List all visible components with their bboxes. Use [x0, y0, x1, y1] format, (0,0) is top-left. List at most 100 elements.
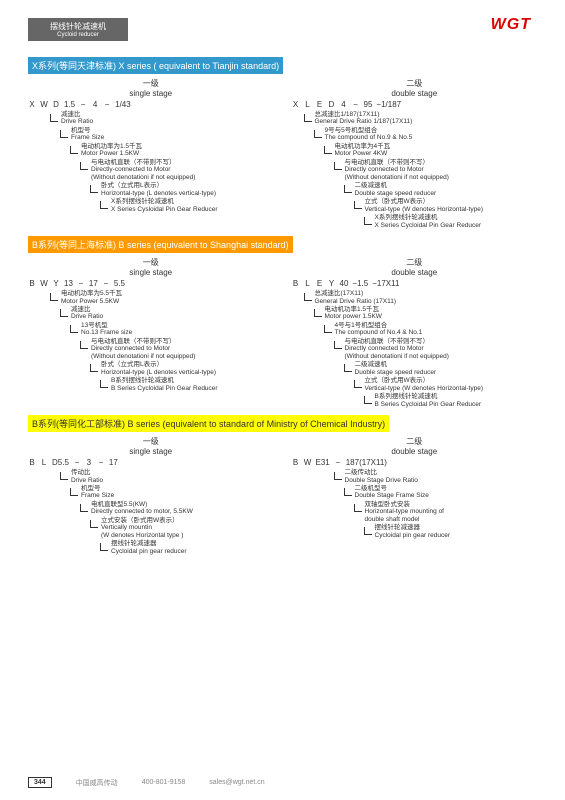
section-heading: X系列(等同天津标准) X series ( equivalent to Tia… [28, 57, 283, 74]
breakdown-item: X系列摆线针轮减速机X Series Cysloidal Pin Gear Re… [100, 198, 274, 213]
code-segment: −1.5 [352, 279, 368, 288]
item-text: 与电动机直联（不带则不写）Directly-connected to Motor… [91, 159, 195, 181]
breakdown-item: 卧式（立式用L表示）Horizontal-type (L denotes ver… [90, 182, 274, 197]
breakdown-item: 电动机功率为5.5千瓦Motor Power 5.5KW [50, 290, 274, 305]
breakdown-item: 与电动机直联（不带则不写）Directly connected to Motor… [334, 159, 538, 181]
code-segment: −17X11 [372, 279, 399, 288]
item-text: 减速比Drive Ratio [61, 111, 93, 126]
item-text: 与电动机直联（不带则不写）Directly connected to Motor… [345, 159, 449, 181]
breakdown-item: 电动机功率为4千瓦Motor Power 4KW [324, 143, 538, 158]
single-stage-col: 一级single stageBWY13−17−5.5电动机功率为5.5千瓦Mot… [28, 257, 274, 409]
code-segment: E [316, 279, 324, 288]
single-stage-col: 一级single stageBLD5.5−3−17传动比Drive Ratio机… [28, 436, 274, 556]
bracket-line [304, 114, 312, 122]
breakdown-item: 9号与5号机型组合The compound of No.9 & No.5 [314, 127, 538, 142]
bracket-line [364, 396, 372, 404]
footer: 344 中国威高传动 400-801-9158 sales@wgt.net.cn [28, 777, 537, 788]
breakdown-item: 二级减速机Duoble stage speed reducer [344, 361, 538, 376]
breakdown-item: 二级传动比Double Stage Drive Ratio [334, 469, 538, 484]
breakdown-item: 机型号Frame Size [60, 127, 274, 142]
item-text: 减速比Drive Ratio [71, 306, 103, 321]
code-segment: 1.5 [64, 100, 75, 109]
item-text: 13号机型No.13 Frame size [81, 322, 132, 337]
item-text: 传动比Drive Ratio [71, 469, 103, 484]
bracket-line [50, 114, 58, 122]
bracket-line [90, 364, 98, 372]
item-text: 机型号Frame Size [71, 127, 104, 142]
code-segment: B [28, 458, 36, 467]
item-text: 卧式（立式用L表示）Horizontal-type (L denotes ver… [101, 361, 216, 376]
code-segment: D [328, 100, 336, 109]
code-segment: Y [328, 279, 336, 288]
breakdown-item: 立式安装（卧式用W表示）Vertically mountin(W denotes… [90, 517, 274, 539]
bracket-line [50, 293, 58, 301]
item-text: 电动机功率为5.5千瓦Motor Power 5.5KW [61, 290, 122, 305]
code-row: BWE31−187(17X11) [292, 458, 538, 467]
breakdown-lines: 传动比Drive Ratio机型号Frame Size电机直联型5.5(KW)D… [36, 469, 274, 555]
code-segment: 187(17X11) [346, 458, 387, 467]
code-segment: −1/187 [376, 100, 401, 109]
item-text: 立式安装（卧式用W表示）Vertically mountin(W denotes… [101, 517, 183, 539]
breakdown-item: 传动比Drive Ratio [60, 469, 274, 484]
code-row: BLEY40−1.5−17X11 [292, 279, 538, 288]
code-row: XWD1.5−4−1/43 [28, 100, 274, 109]
bracket-line [70, 325, 78, 333]
item-text: 二级减速机Duoble stage speed reducer [355, 361, 437, 376]
bracket-line [80, 341, 88, 349]
item-text: 摆线针轮减速器Cycloidal pin gear reducer [375, 524, 451, 539]
breakdown-item: 二级机型号Double Stage Frame Size [344, 485, 538, 500]
bracket-line [344, 364, 352, 372]
code-segment: 95 [364, 100, 373, 109]
bracket-line [314, 309, 322, 317]
double-stage-col: 二级double stageBWE31−187(17X11)二级传动比Doubl… [292, 436, 538, 556]
item-text: 与电动机直联（不带则不写）Directly connected to Motor… [345, 338, 449, 360]
bracket-line [100, 380, 108, 388]
breakdown-item: 机型号Frame Size [70, 485, 274, 500]
code-segment: − [103, 100, 111, 109]
bracket-line [334, 341, 342, 349]
bracket-line [354, 201, 362, 209]
item-text: 电动机功率为4千瓦Motor Power 4KW [335, 143, 391, 158]
section: B系列(等同化工部标准) B series (equivalent to sta… [28, 409, 537, 556]
bracket-line [100, 543, 108, 551]
code-row: BLD5.5−3−17 [28, 458, 274, 467]
breakdown-item: 双轴型卧式安装Horizontal-type mounting ofdouble… [354, 501, 538, 523]
code-segment: − [352, 100, 360, 109]
bracket-line [70, 146, 78, 154]
code-segment: − [79, 100, 87, 109]
item-text: 二级传动比Double Stage Drive Ratio [345, 469, 418, 484]
code-segment: W [40, 100, 48, 109]
section-heading: B系列(等同上海标准) B series (equivalent to Shan… [28, 236, 293, 253]
section: B系列(等同上海标准) B series (equivalent to Shan… [28, 230, 537, 409]
item-text: 电动机功率为1.5千瓦Motor Power 1.5KW [81, 143, 142, 158]
code-segment: − [77, 279, 85, 288]
item-text: 与电动机直联（不带则不写）Directly connected to Motor… [91, 338, 195, 360]
code-segment: L [304, 279, 312, 288]
breakdown-item: 减速比Drive Ratio [60, 306, 274, 321]
header-en: Cycloid reducer [36, 32, 120, 38]
stage-label: 一级single stage [28, 78, 274, 98]
code-segment: − [102, 279, 110, 288]
item-text: 立式（卧式用W表示）Vertical-type (W denotes Horiz… [365, 198, 484, 213]
item-text: X系列摆线针轮减速机X Series Cycloidal Pin Gear Re… [375, 214, 482, 229]
code-segment: − [97, 458, 105, 467]
item-text: 4号与1号机型组合The compound of No.4 & No.1 [335, 322, 423, 337]
code-segment: − [73, 458, 81, 467]
item-text: 双轴型卧式安装Horizontal-type mounting ofdouble… [365, 501, 445, 523]
bracket-line [70, 488, 78, 496]
bracket-line [344, 488, 352, 496]
bracket-line [80, 504, 88, 512]
code-row: XLED4−95−1/187 [292, 100, 538, 109]
breakdown-item: B系列摆线针轮减速机B Series Cycloidal Pin Gear Re… [100, 377, 274, 392]
breakdown-item: 二级减速机Double stage speed reducer [344, 182, 538, 197]
item-text: 二级减速机Double stage speed reducer [355, 182, 437, 197]
breakdown-item: 总减速比(17X11)General Drive Ratio (17X11) [304, 290, 538, 305]
breakdown-item: 立式（卧式用W表示）Vertical-type (W denotes Horiz… [354, 377, 538, 392]
bracket-line [80, 162, 88, 170]
breakdown-item: 与电动机直联（不带则不写）Directly-connected to Motor… [80, 159, 274, 181]
bracket-line [324, 146, 332, 154]
breakdown-item: B系列摆线针轮减速机B Series Cycloidal Pin Gear Re… [364, 393, 538, 408]
breakdown-item: 卧式（立式用L表示）Horizontal-type (L denotes ver… [90, 361, 274, 376]
bracket-line [60, 309, 68, 317]
breakdown-item: 与电动机直联（不带则不写）Directly connected to Motor… [80, 338, 274, 360]
